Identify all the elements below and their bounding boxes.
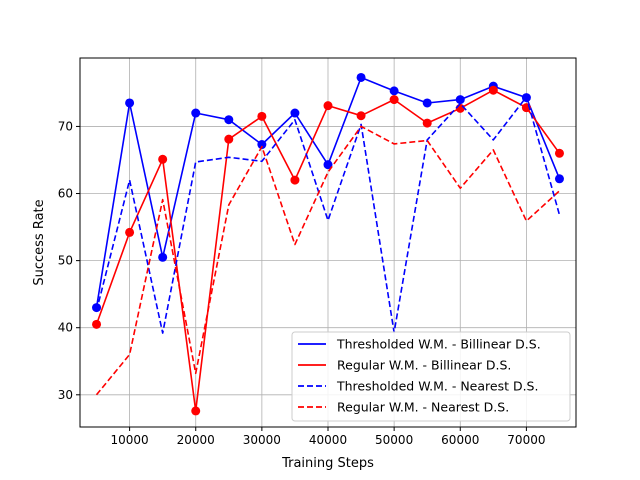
series-3 [95,96,561,334]
legend-entry: Thresholded W.M. - Nearest D.S. [336,379,538,394]
data-point [158,252,168,262]
legend-entry: Regular W.M. - Billinear D.S. [337,358,511,373]
data-point [389,86,399,96]
data-point [92,319,102,329]
data-point [455,103,465,113]
data-point [323,160,333,170]
data-point [389,95,399,105]
data-point [257,140,267,150]
data-point [257,111,267,121]
x-tick-label: 50000 [375,433,413,447]
legend: Thresholded W.M. - Billinear D.S. Regular… [291,331,571,422]
data-point [191,406,201,416]
y-tick-label: 60 [58,187,73,201]
data-point [158,154,168,164]
x-tick-label: 20000 [177,433,215,447]
data-point [224,115,234,125]
legend-box [291,331,571,422]
data-point [422,98,432,108]
data-point [290,108,300,118]
data-point [356,72,366,82]
x-tick-label: 30000 [243,433,281,447]
y-tick-label: 30 [58,388,73,402]
series-layer [92,72,564,416]
series-line [95,125,561,396]
x-tick-label: 70000 [507,433,545,447]
data-point [323,101,333,111]
y-tick-label: 70 [58,119,73,133]
data-point [224,134,234,144]
y-tick-label: 50 [58,254,73,268]
x-axis-label: Training Steps [281,456,374,471]
data-point [125,98,135,108]
data-point [455,95,465,105]
data-point [554,148,564,158]
x-tick-label: 10000 [111,433,149,447]
data-point [488,85,498,95]
series-line [95,96,561,334]
data-point [191,108,201,118]
data-point [125,227,135,237]
x-tick-label: 40000 [309,433,347,447]
tick-layer: 10000 20000 30000 40000 50000 60000 70000 30 40 5… [58,119,546,447]
data-point [554,174,564,184]
legend-entry: Regular W.M. - Nearest D.S. [337,400,509,415]
data-point [290,175,300,185]
y-axis-label: Success Rate [32,199,47,285]
y-tick-label: 40 [58,321,73,335]
data-point [356,111,366,121]
legend-entry: Thresholded W.M. - Billinear D.S. [336,337,541,352]
series-4 [95,125,561,396]
x-tick-label: 60000 [441,433,479,447]
data-point [422,118,432,128]
